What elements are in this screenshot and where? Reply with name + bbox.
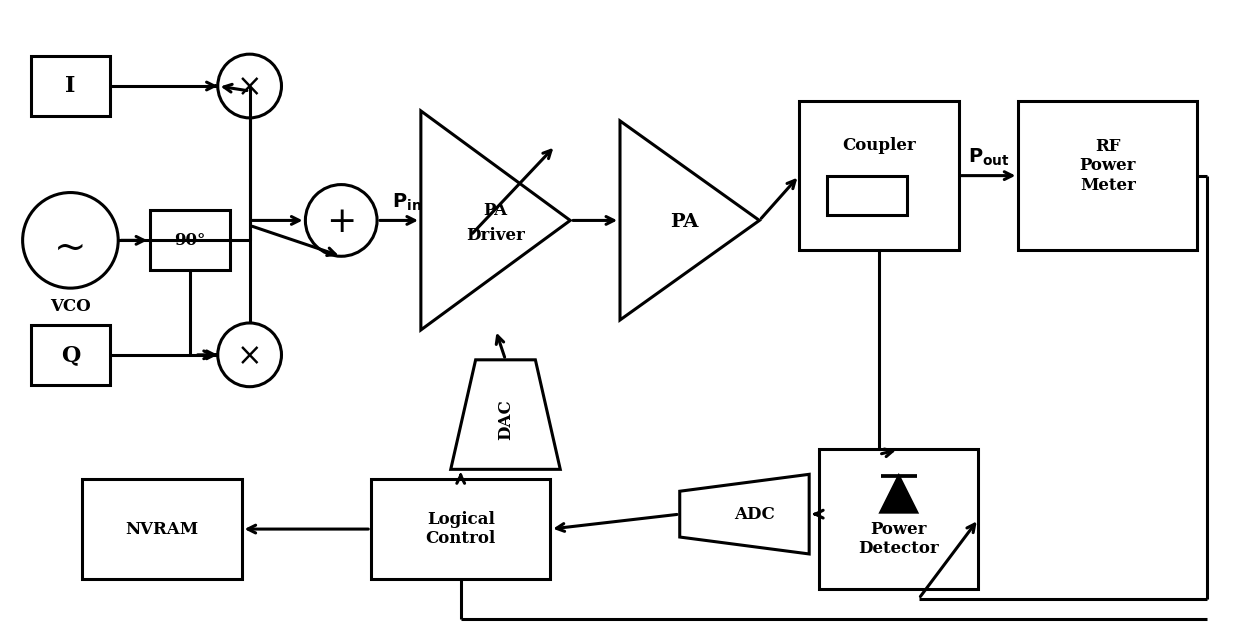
Text: $\mathbf{P_{in}}$: $\mathbf{P_{in}}$ [392, 192, 422, 213]
Polygon shape [620, 121, 759, 320]
Polygon shape [420, 111, 570, 330]
Text: Q: Q [61, 344, 81, 366]
Text: ~: ~ [55, 230, 87, 267]
Bar [1018, 101, 1198, 250]
Polygon shape [880, 476, 916, 512]
Bar [820, 450, 978, 589]
Text: ×: × [237, 72, 263, 104]
Text: Power
Detector: Power Detector [858, 521, 939, 558]
Bar [827, 176, 906, 215]
Text: I: I [66, 75, 76, 97]
Text: RF
Power
Meter: RF Power Meter [1080, 138, 1136, 194]
Text: +: + [326, 205, 356, 239]
Bar [82, 479, 242, 579]
Polygon shape [451, 360, 560, 469]
Circle shape [305, 185, 377, 257]
Text: ×: × [237, 342, 263, 372]
Text: Coupler: Coupler [842, 137, 915, 154]
Bar [31, 56, 110, 116]
Text: VCO: VCO [50, 298, 91, 314]
Bar [371, 479, 551, 579]
Text: PA: PA [484, 202, 507, 219]
Text: ADC: ADC [734, 505, 775, 523]
Bar [150, 210, 229, 271]
Text: Driver: Driver [466, 227, 525, 244]
Text: $\mathbf{P_{out}}$: $\mathbf{P_{out}}$ [968, 147, 1011, 168]
Text: DAC: DAC [497, 399, 515, 440]
Text: Logical
Control: Logical Control [425, 511, 496, 547]
Text: PA: PA [671, 213, 699, 231]
Text: NVRAM: NVRAM [125, 521, 198, 538]
Bar [800, 101, 959, 250]
Circle shape [218, 54, 281, 118]
Text: 90°: 90° [174, 232, 206, 249]
Circle shape [218, 323, 281, 387]
Bar [31, 325, 110, 385]
Polygon shape [680, 474, 810, 554]
Circle shape [22, 192, 118, 288]
